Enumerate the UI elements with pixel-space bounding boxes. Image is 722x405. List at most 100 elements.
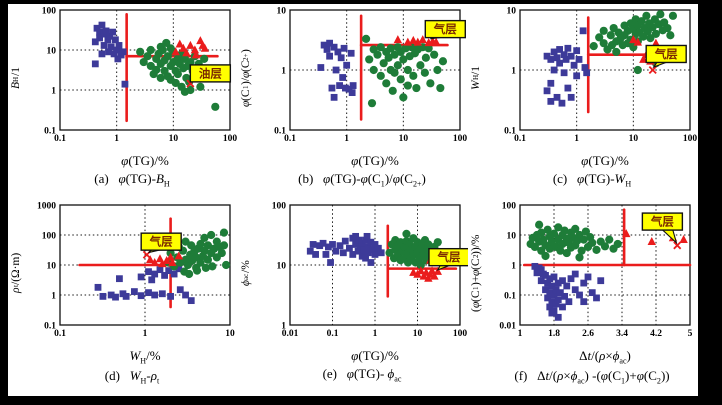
- x-axis-label-d: WH/%: [129, 348, 161, 366]
- svg-text:0.1: 0.1: [274, 127, 286, 137]
- svg-text:10: 10: [277, 7, 287, 17]
- green-circle-points: [589, 10, 678, 75]
- svg-text:0.01: 0.01: [499, 322, 516, 332]
- svg-text:1: 1: [511, 262, 516, 272]
- blue-square-points: [306, 232, 385, 266]
- green-circle-points: [385, 229, 444, 270]
- svg-text:0.1: 0.1: [327, 329, 339, 339]
- x-axis-label-a: φ(TG)/%: [121, 153, 169, 168]
- svg-text:0.1: 0.1: [504, 292, 516, 302]
- threshold-lines: [522, 208, 692, 267]
- svg-text:5: 5: [688, 329, 693, 339]
- tick-labels: 0.1 1 10 100 0.1 1 10: [274, 7, 467, 145]
- svg-text:10: 10: [507, 232, 517, 242]
- svg-text:1000: 1000: [37, 202, 56, 212]
- tick-labels: 0.1 1 10 100 0.1 1 10: [504, 7, 697, 145]
- layer-callout: 气层: [645, 44, 687, 69]
- layer-callout: 气层: [641, 212, 684, 245]
- y-axis-label-a: B H/1: [9, 67, 22, 89]
- svg-text:1: 1: [114, 134, 119, 144]
- tick-labels: 0.01 0.1 1 10 100 1 10 100: [272, 202, 468, 340]
- svg-text:1.8: 1.8: [548, 329, 560, 339]
- callout-label: 气层: [149, 235, 173, 249]
- svg-text:100: 100: [42, 7, 57, 17]
- svg-text:1: 1: [51, 87, 56, 97]
- svg-text:10: 10: [277, 262, 287, 272]
- svg-text:0.1: 0.1: [284, 134, 296, 144]
- layer-callout: 气层: [140, 232, 182, 254]
- svg-text:100: 100: [683, 134, 698, 144]
- svg-text:10: 10: [47, 47, 57, 57]
- plot-frame: [519, 9, 691, 131]
- y-axis-label-f: (φ (C 1)+ φ (C 2))/%: [469, 234, 482, 312]
- svg-text:0.1: 0.1: [514, 134, 526, 144]
- y-axis-label-c: W H/1: [469, 66, 482, 90]
- tick-labels: 0.1 1 10 0.1 1 10 100 1000: [37, 202, 235, 340]
- figure-canvas: B H/1 0.1 1 10 100 0.1 1 10 100 油层 φ(TG)/% (a) φ(…: [8, 4, 698, 396]
- callout-label: 气层: [654, 47, 678, 61]
- blue-square-points: [94, 265, 195, 305]
- panel-caption-b: (b) φ(TG)-φ(C1)/φ(C2+): [298, 171, 426, 189]
- svg-text:1: 1: [511, 67, 516, 77]
- scatter-chart-b: 0.1 1 10 100 0.1 1 10 气层: [274, 7, 467, 145]
- svg-text:10: 10: [225, 329, 235, 339]
- blue-square-points: [91, 21, 129, 88]
- green-circle-points: [526, 220, 622, 262]
- panel-e: ϕ ac/% 0.01 0.1 1 10 100 1 10 100 气层 φ(TG)/% (e) …: [238, 199, 468, 396]
- callout-label: 油层: [199, 66, 222, 80]
- svg-text:1: 1: [518, 329, 523, 339]
- panel-b: φ (C 1)/φ (C 2+) 0.1 1 10 100 0.1 1 10 气层 φ(TG)/% (…: [238, 4, 468, 199]
- layer-callout: 油层: [189, 64, 232, 83]
- panel-c: W H/1 0.1 1 10 100 0.1 1 10 气层 φ(TG)/% (c) φ(TG)…: [468, 4, 698, 199]
- tick-labels: 1 1.8 2.6 3.4 4.2 5 0.01 0.1 1 10 100: [499, 202, 692, 340]
- green-circle-points: [361, 34, 448, 108]
- red-triangle-points: [171, 36, 210, 59]
- panel-caption-d: (d) WH-ρt: [104, 367, 160, 386]
- plot-frame: [289, 9, 461, 131]
- svg-text:100: 100: [502, 202, 517, 212]
- svg-text:100: 100: [272, 202, 287, 212]
- panel-caption-f: (f) Δt/(ρ×ϕac) -(φ(C1)+φ(C2)): [514, 367, 670, 386]
- panel-caption-a: (a) φ(TG)-BH: [94, 171, 170, 189]
- svg-text:10: 10: [413, 329, 423, 339]
- svg-text:10: 10: [169, 134, 179, 144]
- scatter-chart-a: 0.1 1 10 100 0.1 1 10 100 油层: [42, 7, 238, 145]
- svg-text:100: 100: [223, 134, 238, 144]
- callout-label: 气层: [436, 250, 460, 264]
- scatter-chart-e: 0.01 0.1 1 10 100 1 10 100 气层: [272, 202, 468, 340]
- green-circle-points: [164, 228, 231, 279]
- svg-text:0.1: 0.1: [44, 127, 56, 137]
- red-cross-marker: [673, 241, 682, 250]
- y-axis-label-e: ϕ ac/%: [239, 260, 252, 286]
- svg-text:10: 10: [507, 7, 517, 17]
- svg-text:4.2: 4.2: [650, 329, 662, 339]
- svg-text:1: 1: [281, 322, 286, 332]
- svg-text:100: 100: [42, 232, 57, 242]
- layer-callout: 气层: [424, 19, 466, 40]
- svg-text:10: 10: [399, 134, 409, 144]
- svg-text:1: 1: [281, 67, 286, 77]
- x-axis-label-e: φ(TG)/%: [351, 348, 399, 363]
- figure-panels: B H/1 0.1 1 10 100 0.1 1 10 100 油层 φ(TG)/% (a) φ(…: [8, 4, 698, 396]
- x-axis-label-f: Δt/(ρ×ϕac): [579, 348, 631, 366]
- x-axis-label-b: φ(TG)/%: [351, 153, 399, 168]
- callout-label: 气层: [650, 215, 674, 229]
- svg-text:0.1: 0.1: [54, 134, 66, 144]
- svg-text:0.1: 0.1: [504, 127, 516, 137]
- svg-text:1: 1: [51, 292, 56, 302]
- svg-text:10: 10: [47, 262, 57, 272]
- svg-text:1: 1: [373, 329, 378, 339]
- panel-caption-c: (c) φ(TG)-WH: [552, 171, 632, 189]
- svg-text:0.01: 0.01: [282, 329, 299, 339]
- svg-text:10: 10: [629, 134, 639, 144]
- scatter-chart-c: 0.1 1 10 100 0.1 1 10 气层: [504, 7, 697, 145]
- svg-text:1: 1: [143, 329, 148, 339]
- scatter-chart-d: 0.1 1 10 0.1 1 10 100 1000 气层: [37, 202, 235, 340]
- tick-labels: 0.1 1 10 100 0.1 1 10 100: [42, 7, 238, 145]
- red-triangle-points: [393, 35, 441, 47]
- red-cross-marker: [648, 65, 657, 75]
- svg-text:1: 1: [574, 134, 579, 144]
- blue-square-points: [531, 262, 605, 321]
